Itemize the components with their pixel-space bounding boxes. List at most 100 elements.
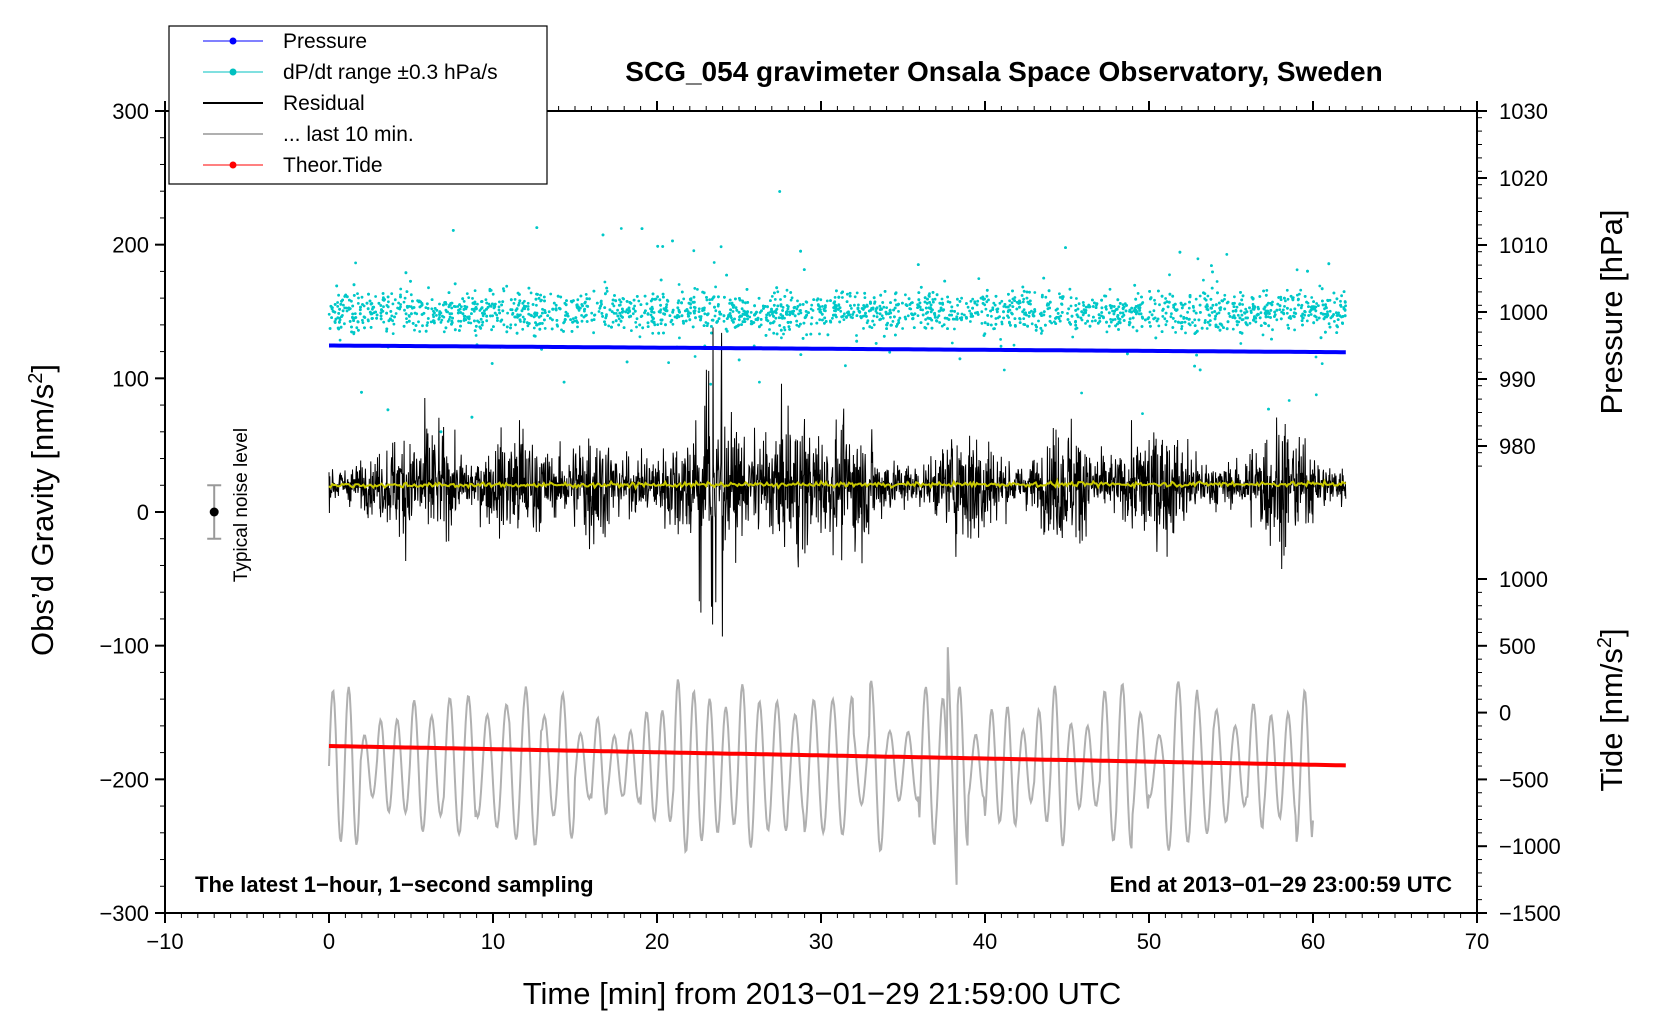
dpdt-point [872, 323, 876, 327]
dpdt-point [926, 297, 929, 301]
dpdt-point [809, 322, 813, 326]
dpdt-point [1077, 302, 1081, 306]
dpdt-point [1097, 313, 1101, 317]
dpdt-point [1033, 308, 1037, 311]
dpdt-point [1081, 301, 1085, 304]
dpdt-point [769, 321, 772, 325]
dpdt-point [348, 298, 351, 302]
dpdt-point [393, 298, 397, 302]
dpdt-point [1243, 311, 1247, 315]
dpdt-point [1187, 306, 1191, 310]
dpdt-point [601, 315, 604, 318]
dpdt-point [1210, 306, 1213, 310]
dpdt-point [918, 301, 922, 305]
dpdt-point [834, 309, 837, 313]
dpdt-point [1037, 319, 1040, 323]
dpdt-point [1130, 306, 1134, 310]
dpdt-point [1267, 324, 1271, 328]
dpdt-point [1183, 302, 1187, 306]
dpdt-point [543, 327, 547, 330]
dpdt-point [496, 319, 499, 322]
y-tick-label: −300 [99, 901, 149, 926]
dpdt-point [559, 295, 563, 299]
dpdt-point [1171, 317, 1175, 320]
dpdt-point [1263, 305, 1267, 309]
dpdt-point [343, 322, 346, 326]
dpdt-point [541, 311, 544, 315]
dpdt-point [480, 306, 484, 310]
dpdt-point [904, 303, 908, 307]
dpdt-point [765, 313, 769, 317]
dpdt-point [529, 291, 533, 295]
dpdt-point [743, 317, 746, 321]
dpdt-point [1126, 352, 1129, 356]
dpdt-point [1018, 317, 1021, 320]
dpdt-point [1117, 305, 1121, 309]
dpdt-point [1182, 316, 1186, 319]
dpdt-point [1109, 306, 1113, 310]
dpdt-point [1210, 264, 1213, 267]
dpdt-point [1327, 262, 1331, 266]
dpdt-point [1241, 318, 1245, 321]
dpdt-point [818, 305, 822, 309]
dpdt-point [585, 297, 589, 301]
dpdt-point [1321, 303, 1325, 307]
dpdt-point [1209, 297, 1213, 301]
dpdt-point [487, 302, 491, 306]
dpdt-point [911, 317, 914, 321]
dpdt-point [873, 300, 877, 304]
dpdt-point [709, 382, 713, 386]
dpdt-point [467, 317, 471, 321]
dpdt-point [1119, 311, 1122, 315]
dpdt-point [1009, 323, 1012, 327]
dpdt-point [456, 311, 460, 315]
dpdt-point [407, 314, 411, 317]
dpdt-point [360, 390, 363, 394]
dpdt-point [855, 314, 859, 317]
dpdt-point [345, 309, 349, 313]
dpdt-point [627, 315, 631, 319]
dpdt-point [611, 320, 615, 324]
dpdt-point [971, 297, 975, 301]
dpdt-point [818, 318, 822, 322]
dpdt-point [1173, 302, 1177, 306]
dpdt-point [796, 305, 800, 308]
dpdt-point [1338, 314, 1342, 318]
dpdt-point [632, 307, 635, 311]
dpdt-point [1264, 293, 1268, 297]
series-residual [328, 327, 1347, 637]
dpdt-point [336, 305, 340, 308]
dpdt-point [1012, 343, 1016, 347]
dpdt-point [1283, 305, 1286, 308]
dpdt-point [659, 278, 663, 282]
dpdt-point [875, 315, 879, 319]
dpdt-point [829, 299, 832, 302]
dpdt-point [1125, 304, 1128, 307]
dpdt-point [697, 310, 701, 313]
dpdt-point [1040, 332, 1043, 335]
dpdt-point [1253, 315, 1256, 319]
dpdt-point [1157, 324, 1161, 328]
dpdt-point [916, 314, 920, 317]
dpdt-point [1273, 310, 1277, 314]
dpdt-point [1184, 331, 1187, 335]
dpdt-point [333, 303, 337, 306]
dpdt-point [518, 299, 522, 303]
dpdt-point [457, 308, 460, 312]
dpdt-point [711, 318, 715, 322]
dpdt-point [476, 302, 479, 306]
dpdt-point [865, 304, 869, 308]
dpdt-point [950, 313, 953, 317]
dpdt-point [638, 335, 642, 339]
dpdt-point [1048, 319, 1052, 323]
dpdt-point [341, 298, 344, 302]
dpdt-point [1074, 323, 1078, 327]
dpdt-point [385, 329, 388, 333]
dpdt-point [686, 312, 690, 316]
dpdt-point [1002, 305, 1006, 308]
dpdt-point [439, 430, 443, 434]
dpdt-point [481, 320, 485, 324]
dpdt-point [1335, 331, 1339, 334]
dpdt-point [580, 319, 584, 323]
dpdt-point [614, 312, 618, 315]
